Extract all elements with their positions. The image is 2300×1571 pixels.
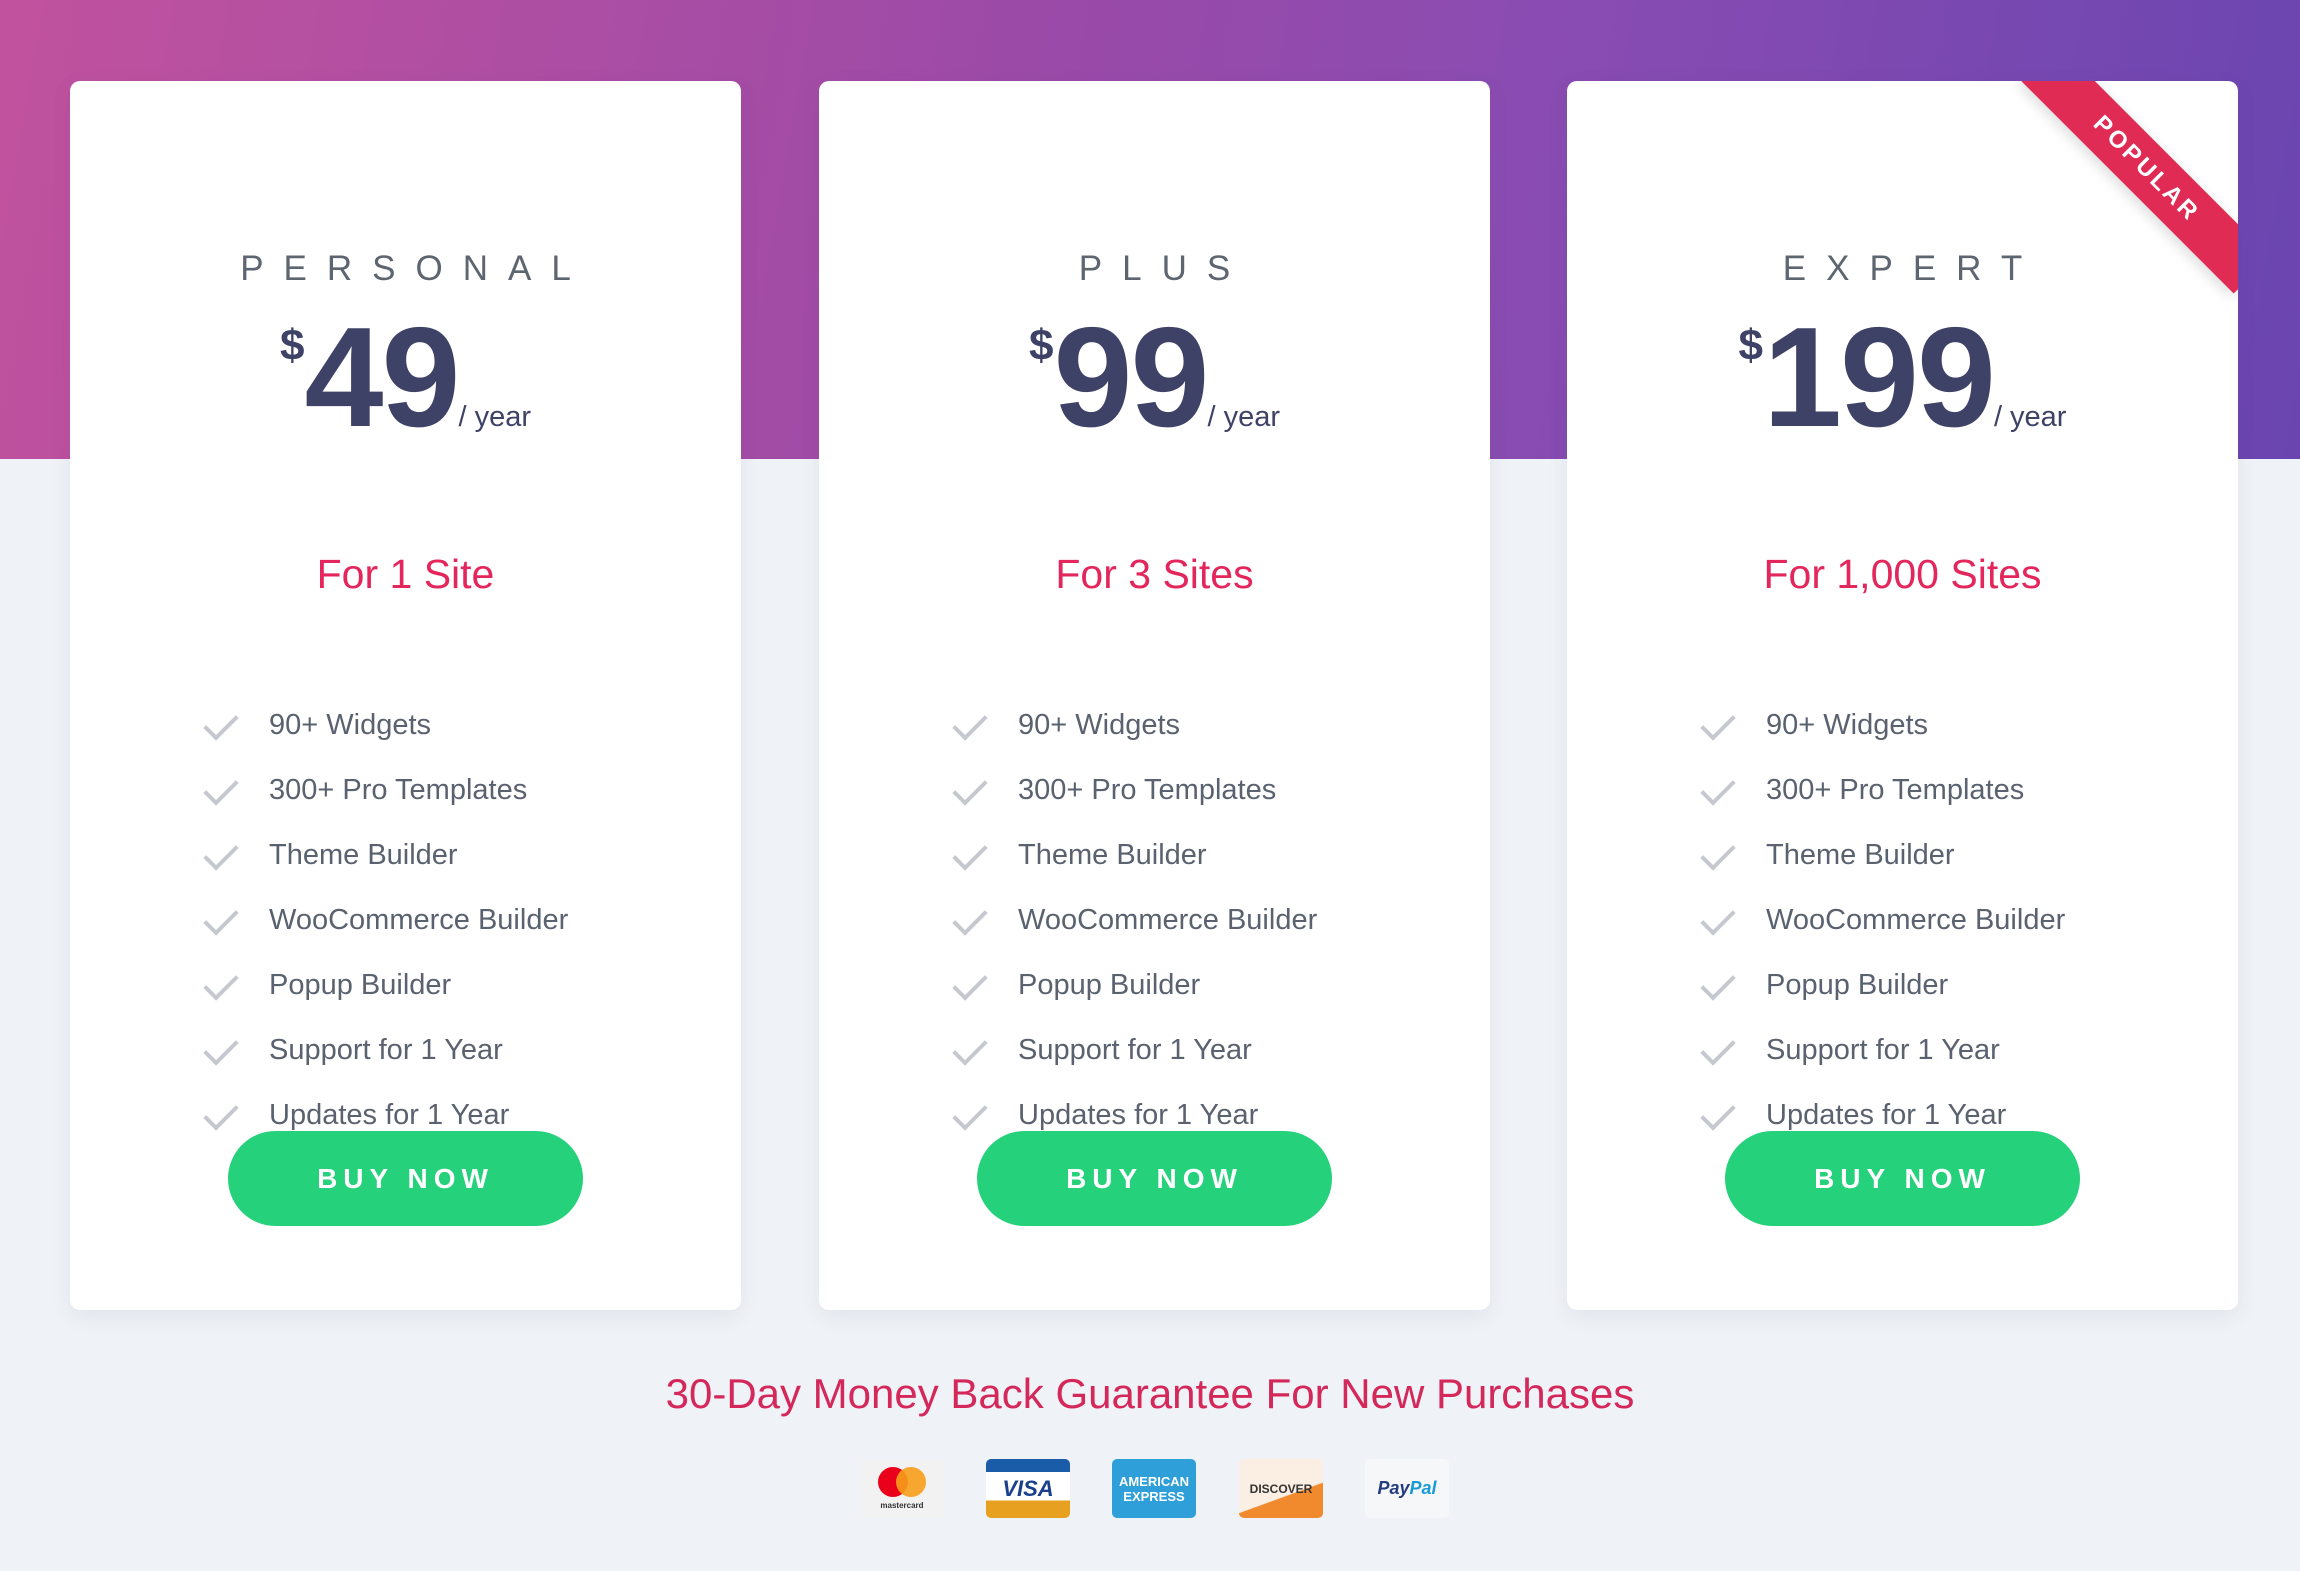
buy-now-button[interactable]: BUY NOW xyxy=(977,1131,1332,1226)
check-icon xyxy=(1699,843,1739,869)
feature-label: Theme Builder xyxy=(1766,839,1955,871)
feature-item: 300+ Pro Templates xyxy=(202,758,568,823)
feature-list: 90+ Widgets 300+ Pro Templates Theme Build… xyxy=(202,693,568,1148)
feature-item: 300+ Pro Templates xyxy=(951,758,1317,823)
plan-price: $199/ year xyxy=(1567,303,2238,453)
plan-title: PERSONAL xyxy=(240,249,591,288)
feature-label: Updates for 1 Year xyxy=(1018,1099,1259,1131)
check-icon xyxy=(1699,1038,1739,1064)
feature-item: Support for 1 Year xyxy=(1699,1018,2065,1083)
feature-item: Popup Builder xyxy=(1699,953,2065,1018)
currency-symbol: $ xyxy=(1029,321,1054,370)
check-icon xyxy=(202,778,242,804)
price-period: / year xyxy=(1993,401,2067,433)
currency-symbol: $ xyxy=(1738,321,1764,370)
check-icon xyxy=(202,1103,242,1129)
money-back-guarantee: 30-Day Money Back Guarantee For New Purc… xyxy=(665,1370,1635,1417)
feature-label: 300+ Pro Templates xyxy=(1766,774,2025,806)
check-icon xyxy=(951,713,991,739)
feature-label: WooCommerce Builder xyxy=(1018,904,1318,936)
plan-sites: For 1 Site xyxy=(316,551,495,597)
feature-item: Theme Builder xyxy=(202,823,568,888)
check-icon xyxy=(1699,1103,1739,1129)
price-period: / year xyxy=(458,401,531,433)
feature-item: Support for 1 Year xyxy=(202,1018,568,1083)
buy-now-button[interactable]: BUY NOW xyxy=(228,1131,583,1226)
price-amount: 99 xyxy=(1053,298,1210,457)
check-icon xyxy=(202,713,242,739)
currency-symbol: $ xyxy=(280,321,305,370)
plan-title: EXPERT xyxy=(1782,249,2043,288)
feature-label: WooCommerce Builder xyxy=(1766,904,2066,936)
feature-item: WooCommerce Builder xyxy=(951,888,1317,953)
check-icon xyxy=(202,843,242,869)
price-amount: 49 xyxy=(304,298,461,457)
buy-now-button[interactable]: BUY NOW xyxy=(1725,1131,2080,1226)
check-icon xyxy=(202,973,242,999)
feature-item: Updates for 1 Year xyxy=(202,1083,568,1148)
feature-item: Popup Builder xyxy=(951,953,1317,1018)
feature-label: Theme Builder xyxy=(269,839,458,871)
discover-logo: DISCOVER xyxy=(1239,1459,1323,1518)
feature-label: 300+ Pro Templates xyxy=(269,774,528,806)
check-icon xyxy=(951,843,991,869)
feature-item: Theme Builder xyxy=(1699,823,2065,888)
feature-item: 90+ Widgets xyxy=(1699,693,2065,758)
plan-price: $49/ year xyxy=(70,303,741,453)
pricing-card-personal: PERSONAL $49/ year For 1 Site 90+ Widget… xyxy=(70,81,741,1310)
feature-item: 90+ Widgets xyxy=(951,693,1317,758)
feature-item: WooCommerce Builder xyxy=(1699,888,2065,953)
check-icon xyxy=(202,908,242,934)
feature-item: Theme Builder xyxy=(951,823,1317,888)
paypal-logo: PayPal xyxy=(1365,1459,1449,1518)
check-icon xyxy=(1699,778,1739,804)
price-period: / year xyxy=(1207,401,1280,433)
check-icon xyxy=(951,973,991,999)
plan-title: PLUS xyxy=(1078,249,1251,288)
feature-item: Popup Builder xyxy=(202,953,568,1018)
feature-list: 90+ Widgets 300+ Pro Templates Theme Build… xyxy=(1699,693,2065,1148)
feature-label: Popup Builder xyxy=(1766,969,1949,1001)
feature-item: 300+ Pro Templates xyxy=(1699,758,2065,823)
feature-label: Popup Builder xyxy=(269,969,452,1001)
feature-label: 90+ Widgets xyxy=(1766,709,1929,741)
feature-label: Support for 1 Year xyxy=(1766,1034,2000,1066)
feature-label: Theme Builder xyxy=(1018,839,1207,871)
feature-label: WooCommerce Builder xyxy=(269,904,569,936)
check-icon xyxy=(951,908,991,934)
feature-list: 90+ Widgets 300+ Pro Templates Theme Build… xyxy=(951,693,1317,1148)
price-amount: 199 xyxy=(1763,298,1996,457)
feature-item: Support for 1 Year xyxy=(951,1018,1317,1083)
feature-label: 90+ Widgets xyxy=(1018,709,1181,741)
feature-label: Updates for 1 Year xyxy=(1766,1099,2007,1131)
feature-label: Popup Builder xyxy=(1018,969,1201,1001)
feature-item: Updates for 1 Year xyxy=(1699,1083,2065,1148)
feature-label: Support for 1 Year xyxy=(269,1034,503,1066)
check-icon xyxy=(951,1038,991,1064)
check-icon xyxy=(1699,908,1739,934)
feature-label: Support for 1 Year xyxy=(1018,1034,1252,1066)
feature-label: 300+ Pro Templates xyxy=(1018,774,1277,806)
check-icon xyxy=(1699,713,1739,739)
plan-sites: For 3 Sites xyxy=(1055,551,1254,597)
plan-sites: For 1,000 Sites xyxy=(1763,551,2042,597)
mastercard-logo: mastercard xyxy=(860,1459,944,1518)
feature-item: Updates for 1 Year xyxy=(951,1083,1317,1148)
check-icon xyxy=(951,778,991,804)
pricing-card-plus: PLUS $99/ year For 3 Sites 90+ Widgets 30… xyxy=(819,81,1490,1310)
feature-item: 90+ Widgets xyxy=(202,693,568,758)
check-icon xyxy=(951,1103,991,1129)
feature-item: WooCommerce Builder xyxy=(202,888,568,953)
check-icon xyxy=(1699,973,1739,999)
check-icon xyxy=(202,1038,242,1064)
pricing-card-expert: POPULAR EXPERT $199/ year For 1,000 Site… xyxy=(1567,81,2238,1310)
feature-label: Updates for 1 Year xyxy=(269,1099,510,1131)
visa-logo: VISA xyxy=(986,1459,1070,1518)
amex-logo: AMERICAN EXPRESS xyxy=(1112,1459,1196,1518)
plan-price: $99/ year xyxy=(819,303,1490,453)
feature-label: 90+ Widgets xyxy=(269,709,432,741)
